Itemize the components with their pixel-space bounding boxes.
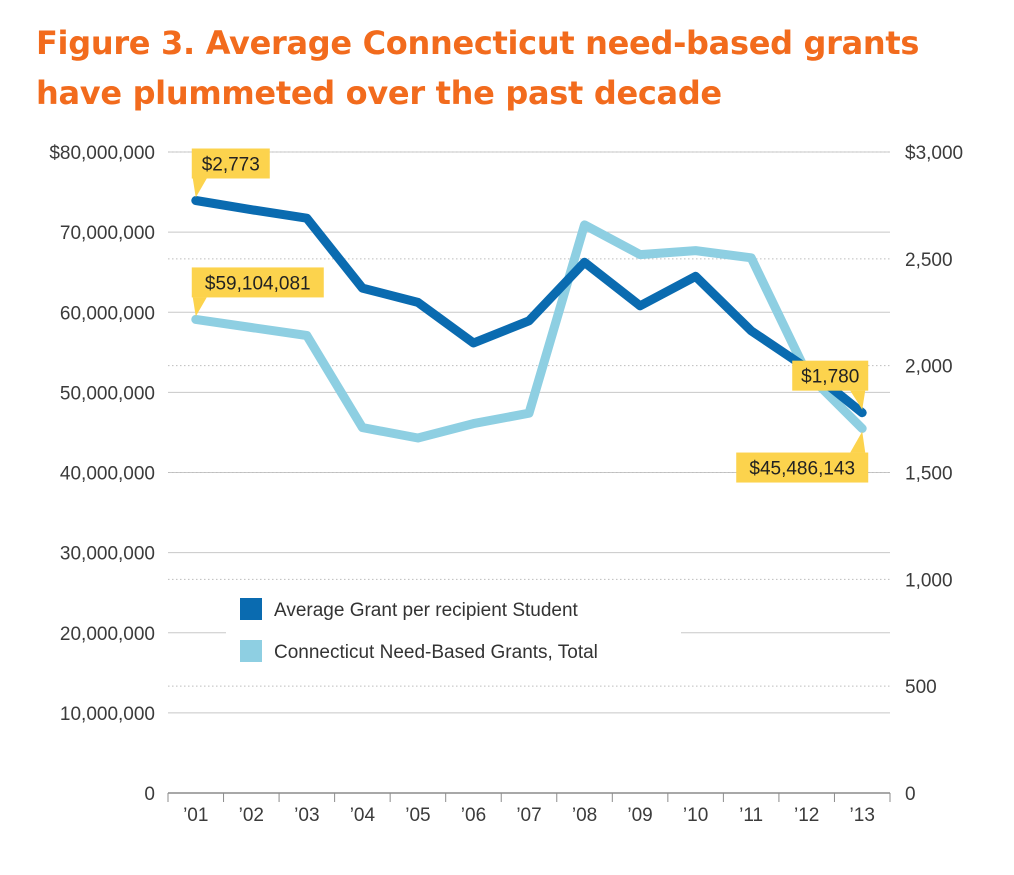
legend-label: Average Grant per recipient Student — [274, 600, 579, 621]
data-point — [861, 428, 863, 430]
data-point — [361, 287, 363, 289]
callout-box — [191, 148, 270, 179]
x-tick-label: ’05 — [405, 805, 430, 826]
callout: $2,773 — [191, 148, 270, 198]
left-tick-label: 70,000,000 — [60, 223, 155, 244]
x-tick-label: ’04 — [350, 805, 376, 826]
callout-pointer — [850, 431, 866, 453]
data-point — [417, 437, 419, 439]
legend-background — [226, 586, 681, 674]
legend-swatch — [240, 598, 262, 620]
callout-label: $2,773 — [202, 155, 260, 176]
data-point — [639, 305, 641, 307]
data-point — [417, 301, 419, 303]
x-tick-label: ’13 — [850, 805, 875, 826]
right-tick-label: 2,500 — [905, 250, 953, 271]
x-tick-label: ’06 — [461, 805, 486, 826]
x-tick-label: ’11 — [739, 805, 763, 826]
right-tick-label: 0 — [905, 784, 916, 805]
x-tick-label: ’10 — [683, 805, 708, 826]
legend-label: Connecticut Need-Based Grants, Total — [274, 642, 598, 663]
x-tick-label: ’08 — [572, 805, 597, 826]
data-point — [528, 320, 530, 322]
x-tick-label: ’07 — [516, 805, 541, 826]
right-tick-label: 1,000 — [905, 570, 953, 591]
callout: $59,104,081 — [191, 267, 324, 317]
data-point — [750, 330, 752, 332]
data-point — [639, 254, 641, 256]
callout: $1,780 — [792, 360, 869, 410]
right-tick-label: 500 — [905, 677, 937, 698]
callout-label: $1,780 — [801, 367, 859, 388]
callout-pointer — [850, 390, 866, 410]
right-tick-label: $3,000 — [905, 143, 963, 164]
data-point — [584, 224, 586, 226]
data-point — [695, 275, 697, 277]
data-point — [584, 261, 586, 263]
callout-label: $59,104,081 — [205, 273, 311, 294]
left-tick-label: 10,000,000 — [60, 704, 155, 725]
callout-box — [792, 360, 869, 391]
left-tick-label: 60,000,000 — [60, 303, 155, 324]
data-point — [250, 209, 252, 211]
data-point — [472, 342, 474, 344]
series-lines — [191, 196, 867, 443]
gridlines — [168, 151, 890, 794]
data-point — [528, 412, 530, 414]
series-line-total-grants — [191, 220, 867, 443]
chart-title-line-2: have plummeted over the past decade — [36, 74, 722, 112]
left-tick-label: 50,000,000 — [60, 383, 155, 404]
callout-pointer — [192, 297, 207, 317]
right-axis-ticks: 0 500 1,000 1,500 2,000 2,500 $3,000 — [905, 143, 963, 805]
data-point — [195, 200, 197, 202]
data-point — [195, 318, 197, 320]
data-point — [306, 217, 308, 219]
callout-box — [191, 267, 324, 298]
callout-box — [736, 452, 869, 483]
x-tick-label: ’12 — [794, 805, 819, 826]
callout: $45,486,143 — [736, 431, 869, 483]
data-point — [695, 250, 697, 252]
x-tick-label: ’03 — [294, 805, 319, 826]
x-tick-label: ’02 — [239, 805, 264, 826]
data-point — [250, 326, 252, 328]
data-point — [861, 412, 863, 414]
x-tick-label: ’09 — [627, 805, 652, 826]
callouts: $2,773 $59,104,081 $1,780 $45,486,143 — [191, 148, 869, 483]
x-axis: ’01 ’02 ’03 ’04 ’05 ’06 ’07 ’08 ’09 ’10 ’11 ’12 ’13 — [167, 793, 891, 826]
callout-label: $45,486,143 — [749, 459, 855, 480]
callout-pointer — [192, 178, 207, 198]
left-axis-ticks: 0 10,000,000 20,000,000 30,000,000 40,000,00… — [49, 143, 155, 805]
left-tick-label: $80,000,000 — [49, 143, 155, 164]
left-tick-label: 40,000,000 — [60, 464, 155, 485]
data-point — [361, 427, 363, 429]
data-point — [472, 423, 474, 425]
left-tick-label: 0 — [144, 784, 155, 805]
left-tick-label: 30,000,000 — [60, 544, 155, 565]
left-tick-label: 20,000,000 — [60, 624, 155, 645]
right-tick-label: 2,000 — [905, 357, 953, 378]
x-tick-label: ’01 — [183, 805, 208, 826]
chart-title: Figure 3. Average Connecticut need-based… — [36, 18, 996, 118]
legend: Average Grant per recipient Student Conne… — [226, 586, 681, 674]
legend-swatch — [240, 640, 262, 662]
data-point — [306, 334, 308, 336]
data-point — [750, 257, 752, 259]
chart-title-line-1: Figure 3. Average Connecticut need-based… — [36, 24, 920, 62]
right-tick-label: 1,500 — [905, 464, 953, 485]
